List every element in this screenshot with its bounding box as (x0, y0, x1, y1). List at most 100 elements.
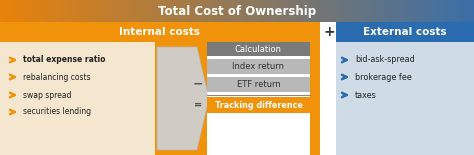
Bar (64, 0, 67, 22)
Bar (118, 0, 122, 22)
Bar (147, 0, 150, 22)
Bar (45, 0, 48, 22)
Bar (154, 0, 157, 22)
Text: securities lending: securities lending (23, 108, 91, 117)
Bar (152, 0, 155, 22)
Bar (225, 0, 228, 22)
Bar (379, 0, 383, 22)
Bar (175, 0, 179, 22)
Text: rebalancing costs: rebalancing costs (23, 73, 91, 82)
Bar (405, 0, 409, 22)
Bar (192, 0, 195, 22)
Bar (218, 0, 221, 22)
Bar (239, 0, 243, 22)
Bar (211, 0, 214, 22)
Bar (66, 0, 70, 22)
Bar (294, 0, 297, 22)
Bar (19, 0, 22, 22)
Bar (462, 0, 465, 22)
Bar (145, 0, 148, 22)
Bar (438, 0, 442, 22)
Bar (52, 0, 55, 22)
Bar (24, 0, 27, 22)
Bar (360, 0, 364, 22)
Bar (273, 0, 276, 22)
Bar (450, 0, 454, 22)
Bar (415, 0, 418, 22)
Bar (282, 0, 285, 22)
Bar (104, 0, 108, 22)
Bar (156, 0, 160, 22)
Bar (207, 97, 310, 113)
Bar (140, 0, 143, 22)
Text: brokerage fee: brokerage fee (355, 73, 412, 82)
Bar (429, 0, 432, 22)
Bar (168, 0, 172, 22)
Bar (453, 0, 456, 22)
Text: Index return: Index return (233, 62, 284, 71)
Bar (50, 0, 53, 22)
Bar (216, 0, 219, 22)
Bar (434, 0, 437, 22)
Bar (14, 0, 18, 22)
Bar (161, 0, 164, 22)
Bar (327, 0, 330, 22)
Bar (408, 0, 411, 22)
Bar (258, 0, 262, 22)
Bar (7, 0, 10, 22)
Bar (0, 42, 320, 155)
Bar (59, 0, 63, 22)
Bar (412, 0, 416, 22)
Bar (306, 0, 309, 22)
Bar (443, 0, 447, 22)
Bar (12, 0, 15, 22)
Bar (121, 0, 124, 22)
Bar (31, 0, 34, 22)
Bar (90, 0, 93, 22)
Bar (26, 0, 29, 22)
Bar (114, 0, 117, 22)
Bar (372, 0, 375, 22)
Text: bid-ask-spread: bid-ask-spread (355, 55, 415, 64)
Bar (374, 0, 378, 22)
Bar (36, 0, 39, 22)
Bar (320, 0, 323, 22)
Bar (164, 0, 167, 22)
Bar (419, 0, 423, 22)
Bar (180, 0, 183, 22)
Bar (83, 0, 86, 22)
Bar (232, 0, 236, 22)
Text: =: = (194, 100, 202, 110)
Bar (2, 0, 6, 22)
Bar (199, 0, 202, 22)
Bar (126, 0, 129, 22)
Bar (370, 0, 373, 22)
Bar (356, 0, 359, 22)
Text: Internal costs: Internal costs (119, 27, 201, 37)
Bar (62, 0, 65, 22)
Bar (329, 0, 333, 22)
Bar (228, 0, 231, 22)
Text: Total Cost of Ownership: Total Cost of Ownership (158, 4, 316, 18)
Bar (73, 0, 77, 22)
Bar (410, 0, 413, 22)
Bar (263, 0, 266, 22)
Bar (33, 0, 36, 22)
Bar (256, 0, 259, 22)
Bar (455, 0, 458, 22)
Bar (325, 0, 328, 22)
Bar (201, 0, 205, 22)
Bar (346, 0, 349, 22)
Text: External costs: External costs (363, 27, 447, 37)
Bar (78, 0, 82, 22)
Bar (242, 0, 245, 22)
Bar (467, 0, 470, 22)
Bar (135, 0, 138, 22)
Bar (0, 42, 155, 155)
Bar (0, 0, 3, 22)
Bar (344, 0, 347, 22)
Bar (393, 0, 397, 22)
Bar (391, 0, 394, 22)
Bar (457, 0, 461, 22)
Bar (55, 0, 58, 22)
